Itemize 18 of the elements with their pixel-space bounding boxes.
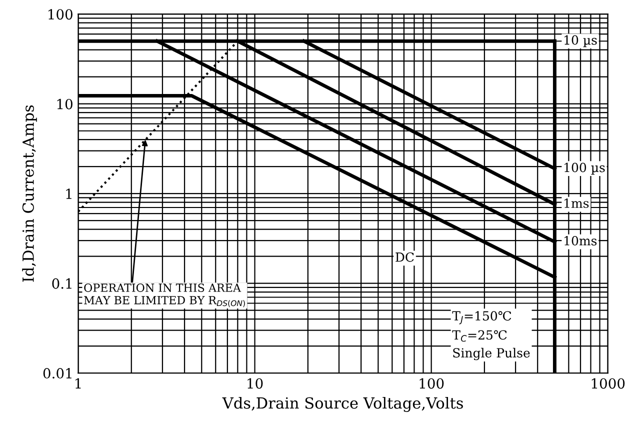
x-tick-label: 100 — [420, 378, 444, 389]
y-tick-label: 10 — [57, 98, 72, 110]
series-label: 1ms — [564, 198, 589, 208]
annotation: OPERATION IN THIS AREA MAY BE LIMITED BY R$_{DS(ON)}$ — [84, 284, 245, 308]
series-label: 100 µs — [564, 162, 605, 175]
annotation: DC — [396, 252, 414, 262]
series-label: 10ms — [564, 236, 597, 246]
y-axis-title: Id,Drain Current,Amps — [22, 105, 37, 282]
annotation: T$_{J}$=150℃ T$_{C}$=25℃ Single Pulse — [452, 311, 530, 360]
x-axis-title: Vds,Drain Source Voltage,Volts — [222, 396, 463, 412]
x-tick-label: 10 — [248, 378, 263, 389]
y-tick-label: 0.01 — [43, 368, 72, 379]
series-label: 10 µs — [564, 35, 597, 48]
y-tick-label: 1 — [66, 188, 72, 199]
x-tick-label: 1 — [76, 378, 81, 388]
x-tick-label: 1000 — [592, 378, 625, 389]
y-tick-label: 0.1 — [52, 278, 72, 289]
y-tick-label: 100 — [48, 9, 72, 20]
